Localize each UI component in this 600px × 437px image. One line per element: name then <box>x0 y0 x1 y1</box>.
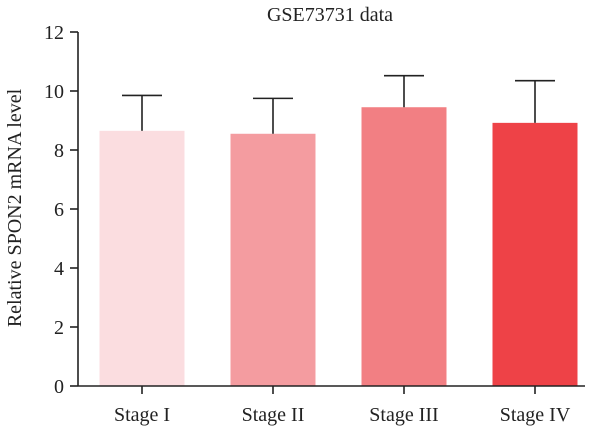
chart-marks <box>99 74 578 387</box>
y-tick-label: 4 <box>54 258 64 280</box>
y-tick-label: 6 <box>54 199 64 221</box>
y-tick-label: 12 <box>44 22 64 44</box>
y-tick-label: 0 <box>54 376 64 398</box>
bar <box>492 122 578 387</box>
bar <box>230 133 316 386</box>
x-tick-label: Stage II <box>242 404 305 426</box>
x-tick-label: Stage III <box>369 404 438 426</box>
x-tick-label: Stage I <box>114 404 170 426</box>
y-tick-label: 2 <box>54 317 64 339</box>
chart-title: GSE73731 data <box>267 4 393 26</box>
y-tick-label: 10 <box>44 81 64 103</box>
bar <box>99 130 185 386</box>
bar <box>361 107 447 386</box>
y-tick-label: 8 <box>54 140 64 162</box>
y-axis-title: Relative SPON2 mRNA level <box>4 88 26 327</box>
y-axis-ticks: 0 2 4 6 8 10 12 <box>44 22 78 398</box>
x-tick-label: Stage IV <box>500 404 571 426</box>
x-axis-ticks: Stage I Stage II Stage III Stage IV <box>114 386 571 426</box>
